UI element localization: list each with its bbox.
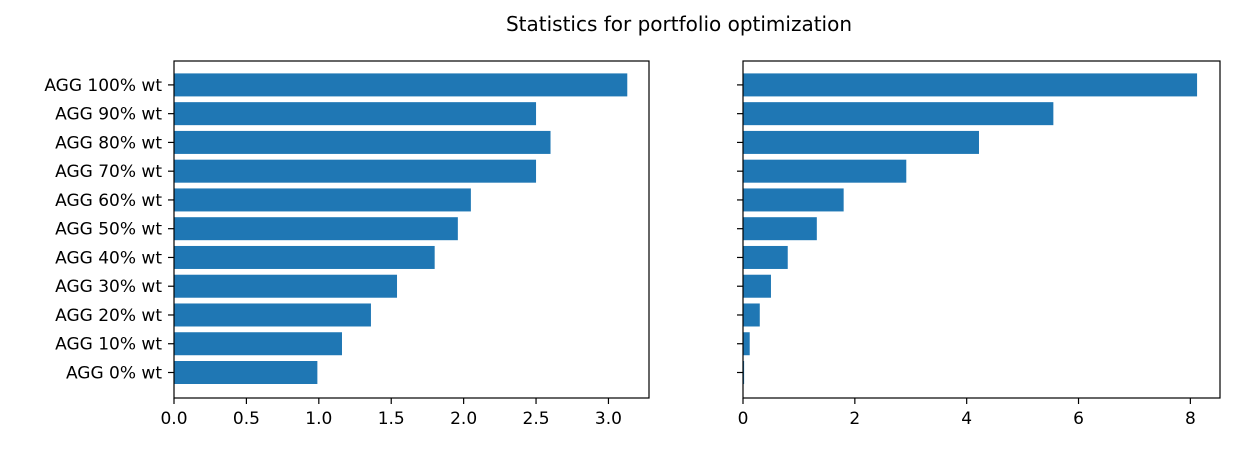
x-tick-label: 0.0 [160,409,187,429]
y-tick-label: AGG 0% wt [66,364,162,384]
bar-agg-10-wt [743,332,750,356]
x-tick-label: 1.5 [378,409,405,429]
chart-title: Statistics for portfolio optimization [505,12,853,36]
bar-agg-40-wt [174,245,435,269]
bar-agg-100-wt [174,73,628,97]
x-tick-label: 6 [1073,409,1084,429]
bar-agg-70-wt [743,159,907,183]
x-tick-label: 2 [849,409,860,429]
bar-agg-100-wt [743,73,1198,97]
x-tick-label: 3.0 [595,409,622,429]
bar-agg-30-wt [174,274,398,298]
y-tick-label: AGG 70% wt [55,162,162,182]
bar-agg-80-wt [743,130,979,154]
bar-agg-30-wt [743,274,771,298]
y-tick-label: AGG 90% wt [55,105,162,125]
x-tick-label: 8 [1185,409,1196,429]
bar-agg-90-wt [743,102,1054,126]
y-tick-label: AGG 10% wt [55,335,162,355]
y-tick-label: AGG 60% wt [55,191,162,211]
x-tick-label: 4 [961,409,972,429]
x-tick-label: 2.5 [523,409,550,429]
x-tick-label: 2.0 [450,409,477,429]
bar-agg-60-wt [743,188,844,212]
y-tick-label: AGG 40% wt [55,248,162,268]
x-tick-label: 1.0 [305,409,332,429]
bar-agg-50-wt [174,217,458,241]
bar-agg-20-wt [174,303,371,327]
bar-agg-10-wt [174,332,342,356]
bar-agg-40-wt [743,245,788,269]
bar-agg-80-wt [174,130,551,154]
y-tick-label: AGG 30% wt [55,277,162,297]
y-tick-label: AGG 80% wt [55,133,162,153]
x-tick-label: 0.5 [233,409,260,429]
axes-frame [173,60,650,399]
subplot-1: AGG 0% wt AGG 10% wt AGG 20% wt AGG 30% wt A… [44,60,650,429]
y-tick-label: AGG 100% wt [44,76,162,96]
y-tick-label: AGG 50% wt [55,220,162,240]
bar-agg-90-wt [174,102,537,126]
bar-agg-0-wt [174,361,318,384]
bar-agg-50-wt [743,217,817,241]
y-tick-label: AGG 20% wt [55,306,162,326]
bar-agg-20-wt [743,303,760,327]
axes-frame [742,60,1221,399]
x-tick-label: 0 [738,409,749,429]
bar-agg-60-wt [174,188,471,212]
subplot-2: 0 2 4 6 8 [737,60,1221,429]
bar-agg-70-wt [174,159,537,183]
